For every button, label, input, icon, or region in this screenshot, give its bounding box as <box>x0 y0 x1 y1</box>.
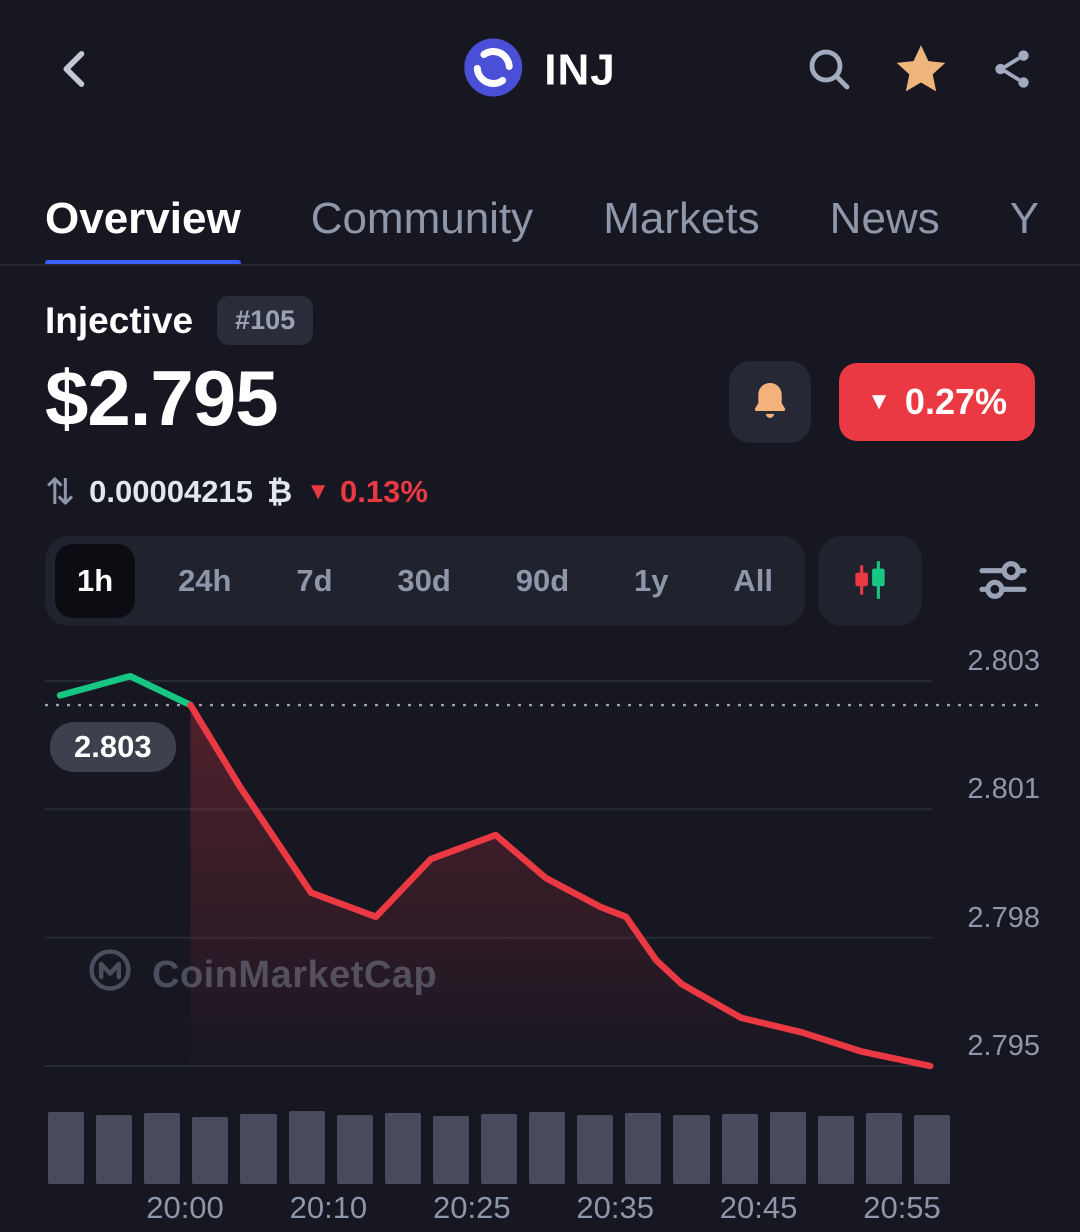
price-line-chart[interactable] <box>0 648 1080 1103</box>
coin-symbol: INJ <box>544 45 616 94</box>
time-range-selector: 1h 24h 7d 30d 90d 1y All <box>45 536 805 626</box>
tab-label: News <box>829 194 940 243</box>
x-axis-label: 20:00 <box>146 1190 224 1225</box>
range-option-1h[interactable]: 1h <box>55 544 136 618</box>
tab-news[interactable]: News <box>830 172 940 266</box>
candlestick-icon <box>847 559 893 604</box>
coin-name-row: Injective #105 <box>45 296 1035 345</box>
volume-bar <box>865 1113 902 1184</box>
sliders-icon <box>975 552 1031 611</box>
range-option-7d[interactable]: 7d <box>274 544 354 618</box>
volume-bar <box>432 1116 469 1184</box>
share-icon <box>989 49 1035 95</box>
btc-symbol: ₿ <box>266 474 293 509</box>
x-axis-label: 20:35 <box>576 1190 654 1225</box>
y-axis-label: 2.798 <box>967 901 1040 934</box>
y-axis-label: 2.801 <box>967 773 1040 806</box>
btc-value: 0.00004215 <box>89 474 253 509</box>
search-icon <box>805 49 853 96</box>
injective-logo-icon <box>464 38 523 102</box>
tab-community[interactable]: Community <box>311 172 534 266</box>
x-axis-label: 20:45 <box>719 1190 798 1225</box>
rank-badge: #105 <box>217 296 314 345</box>
coin-name: Injective <box>45 299 194 341</box>
favorite-button[interactable] <box>893 41 949 100</box>
down-triangle-icon: ▼ <box>306 478 330 505</box>
volume-bar <box>96 1115 133 1184</box>
volume-bar <box>48 1112 85 1184</box>
price-actions: ▼ 0.27% <box>729 361 1035 443</box>
price-chart[interactable]: 2.803 2.801 2.798 2.795 2.803 CoinMarketCap <box>0 645 1080 1103</box>
volume-bar <box>240 1113 277 1184</box>
price-change-badge[interactable]: ▼ 0.27% <box>839 363 1035 441</box>
volume-bar <box>769 1112 806 1184</box>
range-option-30d[interactable]: 30d <box>375 544 472 618</box>
volume-bar <box>336 1115 373 1184</box>
coin-price: $2.795 <box>45 354 279 442</box>
btc-conversion-row: ⇅ 0.00004215 ₿ ▼ 0.13% <box>45 471 1035 513</box>
x-axis-label: 20:55 <box>863 1190 941 1225</box>
volume-bar <box>529 1112 566 1184</box>
prev-close-label: 2.803 <box>50 722 176 772</box>
volume-bar <box>817 1116 854 1184</box>
chart-settings-button[interactable] <box>972 550 1034 612</box>
back-button[interactable] <box>45 40 105 100</box>
volume-bar <box>673 1115 710 1184</box>
tab-label: Y <box>1009 194 1040 243</box>
volume-bar <box>384 1113 421 1184</box>
coin-title: INJ <box>464 38 616 102</box>
bell-icon <box>747 378 793 427</box>
range-option-90d[interactable]: 90d <box>494 544 591 618</box>
topbar-actions <box>805 41 1035 100</box>
search-button[interactable] <box>805 45 853 96</box>
range-option-1y[interactable]: 1y <box>612 544 690 618</box>
tab-bar: Overview Community Markets News Y <box>0 172 1080 266</box>
active-tab-underline <box>45 260 241 266</box>
star-icon <box>893 44 949 100</box>
volume-bar <box>625 1113 662 1184</box>
y-axis-label: 2.803 <box>967 645 1040 677</box>
tabs-divider <box>0 264 1080 266</box>
share-button[interactable] <box>989 46 1035 95</box>
volume-bar <box>721 1113 758 1184</box>
time-axis: 20:00 20:10 20:25 20:35 20:45 20:55 <box>0 1190 1080 1232</box>
volume-bar <box>577 1114 614 1184</box>
volume-bar <box>480 1113 518 1184</box>
tab-label: Overview <box>45 194 241 243</box>
tab-overview[interactable]: Overview <box>45 172 241 266</box>
btc-change: 0.13% <box>339 474 428 509</box>
price-change-value: 0.27% <box>904 381 1007 422</box>
tab-label: Community <box>310 194 534 243</box>
range-option-24h[interactable]: 24h <box>156 544 253 618</box>
top-bar: INJ <box>0 0 1080 140</box>
tab-label: Markets <box>603 194 760 243</box>
range-option-all[interactable]: All <box>711 544 795 618</box>
volume-bars <box>48 1106 951 1184</box>
y-axis-label: 2.795 <box>967 1030 1040 1062</box>
chevron-left-icon <box>49 43 101 98</box>
tab-markets[interactable]: Markets <box>603 172 759 266</box>
price-alert-button[interactable] <box>729 361 812 443</box>
coinmarketcap-watermark: CoinMarketCap <box>86 946 437 1004</box>
x-axis-label: 20:10 <box>289 1190 368 1225</box>
down-triangle-icon: ▼ <box>867 388 891 415</box>
volume-bar <box>144 1113 181 1184</box>
tab-yield-cut[interactable]: Y <box>1010 172 1039 266</box>
volume-bar <box>288 1111 325 1184</box>
convert-arrows-icon: ⇅ <box>45 471 76 512</box>
watermark-text: CoinMarketCap <box>152 953 438 996</box>
volume-bar <box>913 1114 951 1184</box>
coin-header: Injective #105 $2.795 ▼ 0.27% ⇅ 0.000042… <box>45 296 1035 513</box>
coinmarketcap-logo-icon <box>86 946 134 1004</box>
volume-bar <box>192 1116 229 1184</box>
candlestick-toggle-button[interactable] <box>818 536 922 626</box>
x-axis-label: 20:25 <box>433 1190 511 1225</box>
